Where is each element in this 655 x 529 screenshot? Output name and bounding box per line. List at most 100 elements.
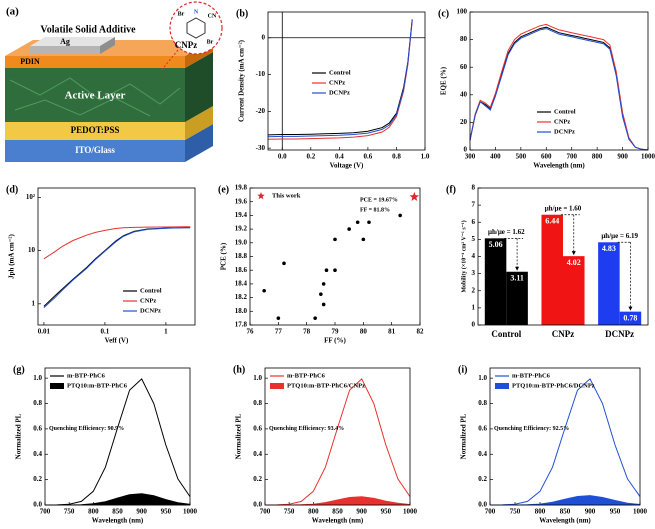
- y-tick-label: 19.6: [235, 197, 248, 205]
- y-tick-label: 10²: [26, 193, 35, 201]
- schematic-title: Volatile Solid Additive: [40, 24, 136, 35]
- y-axis-label: EQE (%): [440, 66, 448, 95]
- texture: [9, 77, 181, 117]
- x-tick-label: 700: [260, 508, 271, 516]
- legend-label: DCNPz: [140, 307, 161, 314]
- x-tick-label: 600: [541, 153, 552, 161]
- x-tick-label: 1000: [641, 153, 655, 161]
- layer-ito: [5, 140, 185, 162]
- x-tick-label: 0.1: [101, 328, 110, 336]
- annotation: Quenching Efficiency: 92.5%: [494, 426, 569, 432]
- x-tick-label: 500: [516, 153, 527, 161]
- scatter-point: [321, 282, 326, 286]
- series-line: [267, 20, 413, 138]
- scatter-point: [282, 261, 286, 266]
- ag-front: [30, 46, 100, 54]
- legend-label: PTQ10:m-BTP-PhC6/CNPz: [287, 382, 365, 389]
- y-axis-label: Current Density (mA cm⁻²): [238, 39, 246, 122]
- value-label: 6.44: [545, 217, 559, 226]
- y-tick-label: 1: [472, 303, 476, 311]
- panel-label: (g): [13, 364, 25, 375]
- molecule-circle: [169, 1, 223, 55]
- y-tick-label: 3: [472, 269, 476, 277]
- legend-label: PTQ10:m-BTP-PhC6: [67, 382, 128, 389]
- series-line: [267, 19, 413, 136]
- x-tick-label: 850: [560, 508, 571, 516]
- bar: [484, 238, 507, 325]
- y-tick-label: 0.0: [253, 501, 262, 509]
- area: [45, 493, 191, 506]
- layer-label: PDIN: [20, 57, 40, 66]
- y-tick-label: 4: [472, 252, 476, 260]
- y-tick-label: 17.8: [235, 321, 248, 329]
- scatter-point: [355, 220, 360, 225]
- legend-label: CNPz: [554, 118, 570, 125]
- x-axis-label: Wavelength (nm): [539, 517, 591, 525]
- y-tick-label: 10: [28, 246, 36, 254]
- x-tick-label: 750: [284, 508, 295, 516]
- legend-symbol: [257, 192, 265, 200]
- x-tick-label: 79: [332, 328, 340, 336]
- y-tick-label: 18.6: [235, 266, 248, 274]
- layer-label: ITO/Glass: [75, 145, 115, 155]
- y-tick-label: 100: [457, 8, 468, 16]
- panel-label: (h): [233, 364, 245, 375]
- arrow-head: [628, 306, 633, 311]
- ag-side: [100, 37, 115, 54]
- y-axis-label: Jph (mA cm⁻²): [8, 233, 16, 278]
- arrow-head: [571, 251, 576, 256]
- x-tick-label: 700: [40, 508, 51, 516]
- y-tick-label: 80: [460, 35, 468, 43]
- scatter-point: [324, 268, 329, 273]
- y-tick-label: 0.6: [478, 424, 487, 432]
- legend-label: PTQ10:m-BTP-PhC6/DCNPz: [512, 382, 595, 389]
- legend-label: m-BTP-PhC6: [67, 372, 106, 379]
- plot-frame: [477, 187, 649, 326]
- x-tick-label: 750: [64, 508, 75, 516]
- scatter-point: [313, 316, 317, 320]
- x-axis-label: Wavelength (nm): [533, 162, 585, 170]
- annotation: Quenching Efficiency: 93.4%: [269, 426, 344, 432]
- y-tick-label: 0.2: [253, 475, 262, 483]
- scatter-point: [276, 316, 281, 320]
- scatter-point: [321, 302, 326, 307]
- series-line: [469, 23, 649, 151]
- y-axis-label: Normalized PL: [15, 413, 23, 459]
- ratio-arrow: [504, 237, 524, 269]
- star-point: [409, 191, 420, 201]
- x-tick-label: 950: [381, 508, 392, 516]
- chart-panel: (i) 0.0 0.2 0.4 0.6 0.8 1.0 700 750 800 850 900 950 1…: [458, 364, 648, 524]
- x-tick-label: 1: [164, 328, 168, 336]
- legend-label: Control: [140, 287, 162, 294]
- layer-pdin: [5, 56, 185, 68]
- layer-pedot: [5, 122, 185, 140]
- y-axis-label: Normalized PL: [460, 413, 468, 459]
- panel-label: (c): [438, 8, 449, 19]
- atom-label: Br: [207, 39, 214, 45]
- x-tick-label: 700: [566, 153, 577, 161]
- y-tick-label: 0.4: [253, 450, 262, 458]
- y-tick-label: 0: [472, 321, 476, 329]
- x-tick-label: 800: [88, 508, 99, 516]
- bar: [563, 256, 585, 325]
- panel-label: (i): [458, 364, 467, 375]
- x-tick-label: 78: [303, 328, 311, 336]
- y-tick-label: 1.0: [253, 374, 262, 382]
- atom-label: N: [194, 9, 199, 15]
- y-tick-label: 0.4: [33, 450, 42, 458]
- scatter-point: [361, 237, 366, 242]
- x-tick-label: 800: [308, 508, 319, 516]
- annotation: μh/μe = 1.60: [545, 204, 582, 212]
- scatter-point: [319, 292, 323, 296]
- plot-frame: [489, 367, 641, 506]
- y-axis-label: Normalized PL: [235, 413, 243, 459]
- chart-panel: (g) 0.0 0.2 0.4 0.6 0.8 1.0 700 750 800 850 900 950 1…: [13, 364, 198, 524]
- x-tick-label: 800: [592, 153, 603, 161]
- y-tick-label: 6: [472, 218, 476, 226]
- annotation: Quenching Efficiency: 90.9%: [49, 426, 124, 432]
- device-schematic: (a) Ag PDIN Active Layer PEDOT:PSS ITO/G…: [5, 1, 223, 162]
- y-tick-label: 18.4: [235, 280, 248, 288]
- x-axis-label: Voltage (V): [330, 162, 364, 170]
- legend-label: m-BTP-PhC6: [287, 372, 326, 379]
